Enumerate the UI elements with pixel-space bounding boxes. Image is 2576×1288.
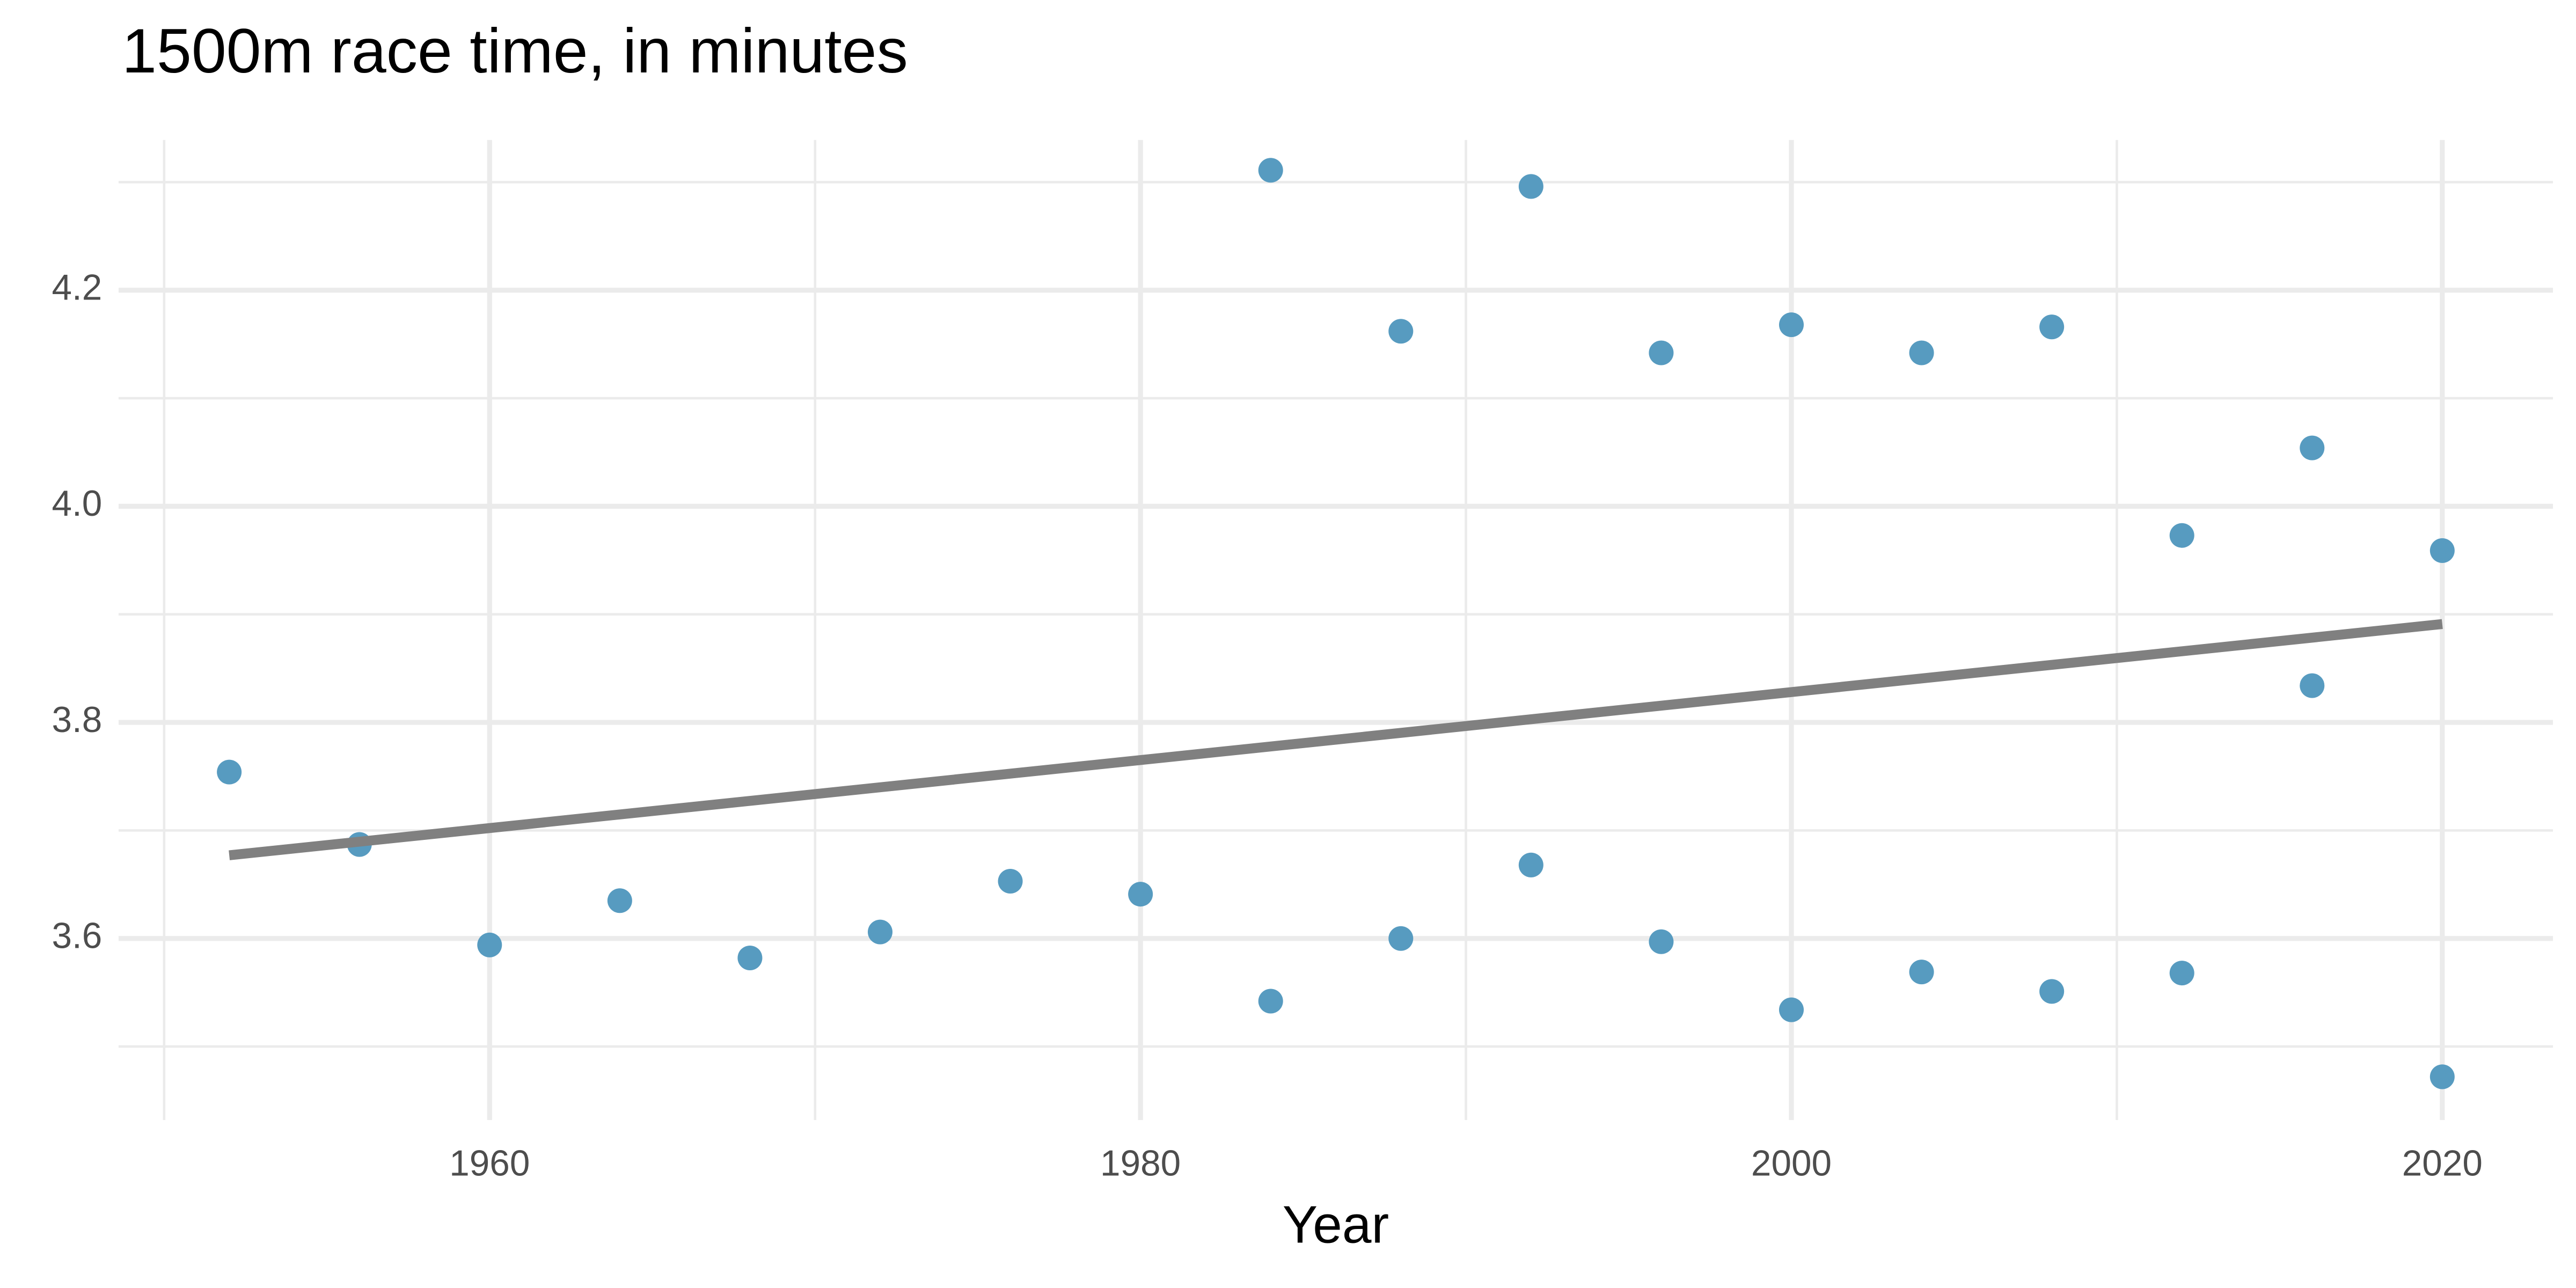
point: [1258, 989, 1283, 1014]
x-tick-label: 2000: [1751, 1144, 1832, 1184]
point: [1518, 852, 1543, 877]
point: [1258, 158, 1283, 183]
point: [1518, 174, 1543, 199]
x-tick-label: 2020: [2402, 1144, 2483, 1184]
point: [1909, 340, 1934, 365]
point: [607, 888, 632, 913]
chart-title: 1500m race time, in minutes: [122, 16, 908, 86]
point: [1388, 319, 1414, 344]
point: [1779, 312, 1804, 338]
trend-line: [229, 619, 2443, 860]
point: [477, 932, 502, 957]
point: [998, 868, 1023, 894]
x-tick-label: 1960: [449, 1144, 530, 1184]
y-tick-label: 4.2: [52, 268, 102, 308]
point: [1649, 340, 1674, 365]
y-tick-label: 3.6: [52, 916, 102, 956]
point: [2039, 979, 2065, 1004]
point: [1649, 929, 1674, 954]
point: [737, 945, 763, 970]
point: [2169, 961, 2194, 986]
point: [2300, 673, 2325, 698]
point: [1388, 926, 1414, 951]
x-tick-label: 1980: [1100, 1144, 1181, 1184]
point: [2429, 1064, 2455, 1089]
point: [867, 919, 893, 945]
point: [2300, 435, 2325, 460]
x-axis-title: Year: [1283, 1195, 1389, 1254]
y-tick-label: 3.8: [52, 700, 102, 740]
point: [2429, 538, 2455, 563]
point: [2169, 523, 2194, 548]
point: [2039, 314, 2065, 340]
point: [1128, 882, 1153, 907]
point: [1909, 960, 1934, 985]
point: [217, 759, 242, 785]
y-tick-label: 4.0: [52, 484, 102, 524]
point: [1779, 997, 1804, 1022]
